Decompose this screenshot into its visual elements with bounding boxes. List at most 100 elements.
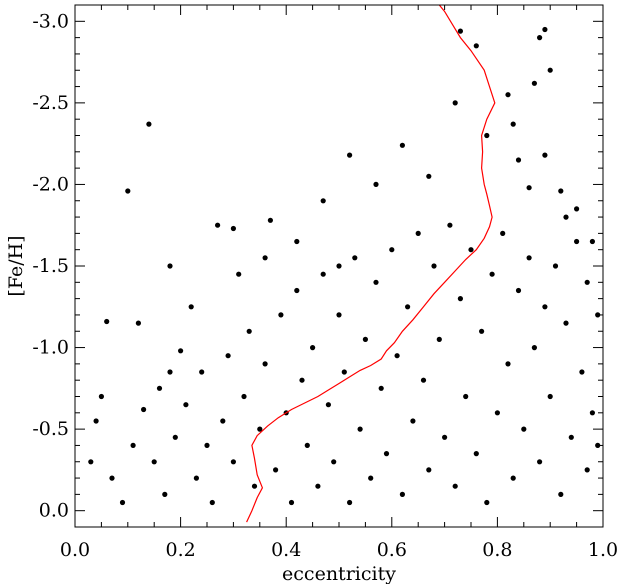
data-point — [452, 100, 458, 106]
data-point — [336, 263, 342, 269]
data-point — [288, 499, 295, 506]
x-tick-label: 0.4 — [271, 539, 301, 561]
data-point — [167, 263, 173, 269]
data-point — [510, 121, 516, 127]
y-tick-label: -2.5 — [32, 92, 69, 114]
data-point — [574, 238, 580, 245]
data-point — [188, 304, 194, 310]
data-point — [362, 336, 368, 342]
data-point — [135, 320, 141, 326]
y-axis-label: [Fe/H] — [5, 235, 27, 296]
data-point — [294, 287, 300, 294]
data-point — [315, 483, 321, 489]
data-point — [368, 475, 374, 481]
data-point — [373, 181, 379, 187]
data-point — [563, 214, 569, 220]
data-point — [558, 188, 564, 194]
data-point — [172, 434, 178, 440]
data-point — [193, 475, 199, 481]
data-point — [468, 247, 474, 253]
data-point — [119, 499, 126, 506]
data-point — [442, 434, 448, 440]
data-point — [399, 142, 405, 148]
data-point — [104, 318, 110, 325]
data-point — [215, 222, 221, 228]
x-tick-label: 1.0 — [588, 539, 618, 561]
data-point — [510, 475, 516, 481]
data-point — [531, 345, 538, 351]
data-point — [420, 377, 427, 383]
data-point — [537, 459, 543, 465]
data-point — [463, 393, 469, 400]
data-point — [331, 459, 337, 465]
data-point — [336, 312, 342, 318]
data-point — [410, 418, 416, 424]
data-point — [373, 279, 379, 285]
y-tick-label: -3.0 — [32, 10, 69, 32]
data-point — [457, 28, 463, 34]
data-point — [574, 206, 580, 212]
data-point — [262, 255, 268, 261]
y-tick-label: -1.5 — [32, 255, 69, 277]
data-point — [436, 336, 442, 342]
data-point — [156, 385, 163, 391]
data-point — [304, 442, 310, 448]
data-point — [246, 328, 252, 334]
data-point — [341, 369, 347, 375]
data-point — [489, 271, 495, 277]
data-point — [537, 35, 543, 41]
data-point — [521, 426, 527, 432]
data-point — [531, 80, 538, 86]
data-point — [473, 43, 479, 49]
data-point — [479, 328, 485, 334]
data-point — [325, 402, 331, 408]
data-point — [98, 393, 104, 400]
data-point — [352, 255, 358, 261]
data-point — [431, 263, 437, 269]
data-point — [515, 157, 522, 163]
data-point — [494, 410, 500, 416]
axis-ticks — [74, 4, 604, 528]
data-point — [579, 369, 585, 375]
y-tick-label: -1.0 — [32, 337, 69, 359]
data-point — [236, 271, 242, 277]
data-point — [310, 345, 316, 351]
data-point — [547, 393, 553, 400]
data-point — [500, 230, 506, 236]
plot-area — [88, 4, 601, 523]
data-point — [457, 296, 463, 302]
data-point — [267, 217, 273, 223]
data-point — [558, 491, 564, 497]
data-point — [526, 185, 532, 191]
data-point — [93, 418, 99, 424]
data-point — [273, 467, 279, 473]
data-point — [542, 304, 548, 310]
y-tick-label: -2.0 — [32, 173, 69, 195]
data-point — [199, 369, 205, 375]
data-point — [347, 499, 353, 506]
data-point — [595, 312, 601, 318]
data-point — [515, 287, 522, 294]
data-point — [347, 152, 353, 158]
data-point — [505, 92, 511, 98]
data-point — [505, 361, 511, 367]
data-point — [183, 402, 189, 408]
data-point — [230, 459, 236, 465]
x-tick-label: 0.8 — [482, 539, 512, 561]
data-point — [162, 491, 168, 497]
data-point — [357, 426, 363, 432]
data-point — [278, 312, 284, 318]
data-point — [426, 467, 432, 473]
data-point — [378, 385, 384, 391]
data-point — [584, 467, 590, 473]
data-point — [204, 442, 210, 448]
data-point — [563, 320, 569, 326]
data-point — [320, 271, 326, 277]
data-point — [484, 499, 490, 506]
data-point — [220, 418, 226, 424]
data-point — [473, 451, 479, 457]
data-point — [241, 393, 247, 400]
data-point — [320, 198, 326, 204]
